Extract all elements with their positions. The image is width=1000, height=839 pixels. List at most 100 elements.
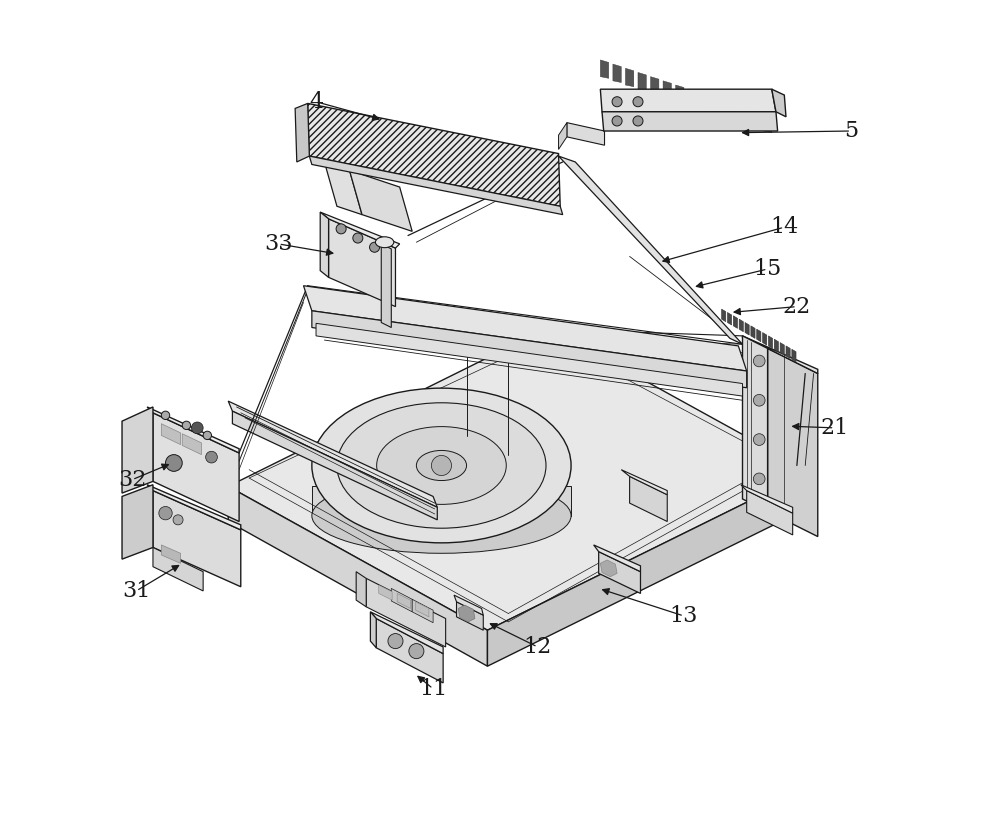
Polygon shape [559,156,743,344]
Polygon shape [312,310,747,388]
Polygon shape [768,336,773,348]
Polygon shape [412,599,433,623]
Ellipse shape [312,478,571,553]
Text: 33: 33 [264,233,293,255]
Polygon shape [726,102,734,120]
Polygon shape [774,339,778,352]
Circle shape [191,422,203,434]
Polygon shape [416,602,429,617]
Polygon shape [320,212,329,278]
Polygon shape [312,487,571,516]
Circle shape [370,242,380,253]
Circle shape [173,515,183,525]
Polygon shape [625,68,634,86]
Ellipse shape [416,451,467,481]
Circle shape [388,633,403,649]
Text: 12: 12 [524,636,552,658]
Circle shape [206,451,217,463]
Polygon shape [320,212,400,248]
Text: 22: 22 [783,295,811,318]
Ellipse shape [375,237,394,248]
Polygon shape [743,336,768,512]
Polygon shape [324,162,362,215]
Polygon shape [638,72,646,91]
Polygon shape [733,315,737,328]
Polygon shape [182,434,201,455]
Text: 15: 15 [753,258,782,280]
Polygon shape [232,411,437,520]
Polygon shape [630,477,667,522]
Polygon shape [663,81,671,99]
Polygon shape [559,122,567,149]
Polygon shape [772,89,786,117]
Polygon shape [370,612,443,654]
Polygon shape [228,401,437,508]
Polygon shape [738,106,747,124]
Polygon shape [228,487,487,666]
Polygon shape [768,348,818,537]
Text: 14: 14 [770,216,798,238]
Polygon shape [458,605,475,622]
Polygon shape [370,612,376,648]
Circle shape [753,394,765,406]
Polygon shape [713,97,722,116]
Circle shape [159,507,172,520]
Text: 5: 5 [844,120,858,142]
Polygon shape [122,407,153,493]
Polygon shape [613,64,621,82]
Polygon shape [228,327,809,630]
Polygon shape [295,103,309,162]
Circle shape [182,421,191,430]
Polygon shape [391,588,412,612]
Polygon shape [763,114,772,133]
Circle shape [336,224,346,234]
Ellipse shape [337,403,546,529]
Polygon shape [366,578,446,647]
Polygon shape [600,60,609,78]
Circle shape [353,233,363,243]
Polygon shape [621,470,667,495]
Polygon shape [599,551,640,593]
Polygon shape [567,122,605,145]
Circle shape [166,455,182,472]
Circle shape [409,644,424,659]
Circle shape [161,411,170,420]
Polygon shape [780,342,784,355]
Text: 11: 11 [419,678,447,700]
Polygon shape [308,103,560,206]
Polygon shape [757,329,761,341]
Circle shape [633,116,643,126]
Circle shape [753,473,765,485]
Polygon shape [727,312,732,325]
Polygon shape [747,491,793,535]
Polygon shape [376,618,443,683]
Polygon shape [600,89,776,112]
Polygon shape [600,560,617,576]
Polygon shape [153,547,203,591]
Polygon shape [316,323,743,396]
Ellipse shape [312,388,571,543]
Polygon shape [751,326,755,338]
Circle shape [612,96,622,107]
Circle shape [753,434,765,446]
Polygon shape [379,585,392,600]
Circle shape [633,96,643,107]
Polygon shape [487,472,809,666]
Polygon shape [602,112,778,131]
Ellipse shape [377,426,506,504]
Polygon shape [739,319,743,331]
Polygon shape [751,110,759,128]
Polygon shape [457,602,483,630]
Polygon shape [792,349,796,362]
Polygon shape [743,336,818,373]
Polygon shape [356,571,366,607]
Polygon shape [397,593,411,608]
Text: 21: 21 [820,417,849,439]
Polygon shape [161,424,181,445]
Polygon shape [309,156,563,215]
Circle shape [753,355,765,367]
Polygon shape [594,545,640,571]
Polygon shape [161,545,181,563]
Polygon shape [454,595,483,615]
Text: 13: 13 [670,605,698,627]
